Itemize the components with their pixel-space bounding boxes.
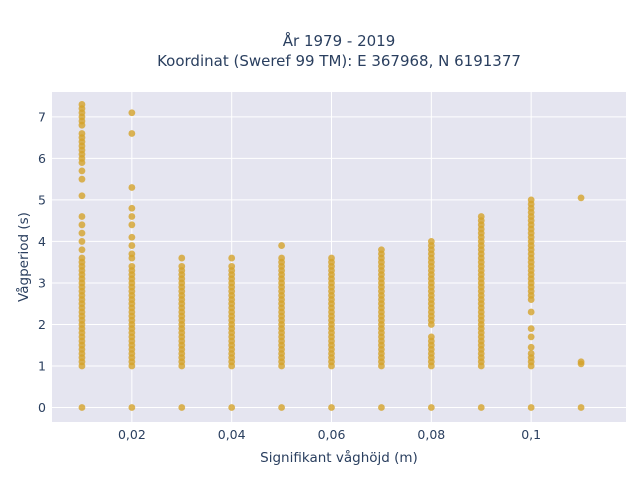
data-point xyxy=(527,196,535,204)
data-point xyxy=(178,404,186,411)
y-tick-label: 1 xyxy=(38,358,46,373)
data-points xyxy=(78,101,585,411)
y-tick-label: 7 xyxy=(38,109,46,124)
data-point xyxy=(527,325,535,333)
data-point xyxy=(278,404,285,411)
data-point xyxy=(128,130,136,137)
axis-ticks: 0,02 0,04 0,06 0,08 0,1 0 1 2 3 4 5 6 7 xyxy=(38,109,541,442)
data-point xyxy=(78,221,86,229)
y-tick-label: 5 xyxy=(38,192,46,207)
data-point xyxy=(527,308,535,316)
data-point xyxy=(128,233,136,241)
data-point xyxy=(128,213,136,220)
data-point xyxy=(228,254,236,262)
chart-title-line-2: Koordinat (Sweref 99 TM): E 367968, N 61… xyxy=(157,52,521,70)
data-point xyxy=(128,262,136,270)
data-point xyxy=(178,254,186,262)
x-axis-title: Signifikant våghöjd (m) xyxy=(260,449,418,466)
data-point xyxy=(378,246,385,254)
data-point xyxy=(378,404,385,411)
data-point xyxy=(228,262,236,270)
y-axis-title: Vågperiod (s) xyxy=(15,212,32,302)
data-point xyxy=(128,184,136,191)
data-point xyxy=(427,404,435,411)
data-point xyxy=(427,238,435,245)
data-point xyxy=(78,175,86,183)
y-tick-label: 2 xyxy=(38,317,46,332)
x-tick-label: 0,1 xyxy=(521,427,541,442)
data-point xyxy=(477,404,485,411)
data-point xyxy=(128,221,136,229)
data-point xyxy=(577,358,585,366)
data-point xyxy=(128,109,136,117)
data-point xyxy=(527,350,535,357)
data-point xyxy=(527,343,535,351)
data-point xyxy=(577,404,585,411)
y-tick-label: 3 xyxy=(38,275,46,290)
data-point xyxy=(527,333,535,341)
data-point xyxy=(527,404,535,411)
data-point xyxy=(328,254,335,262)
data-point xyxy=(178,262,186,270)
data-point xyxy=(128,404,136,411)
data-point xyxy=(128,250,136,258)
data-point xyxy=(78,192,86,200)
data-point xyxy=(228,404,236,411)
plot-area xyxy=(52,92,626,422)
data-point xyxy=(577,194,585,202)
x-tick-label: 0,06 xyxy=(318,427,346,442)
x-tick-label: 0,08 xyxy=(417,427,445,442)
data-point xyxy=(78,229,86,237)
data-point xyxy=(78,246,86,254)
x-tick-label: 0,02 xyxy=(118,427,146,442)
data-point xyxy=(477,213,485,220)
data-point xyxy=(78,167,86,175)
data-point xyxy=(128,204,136,212)
chart-title-line-1: År 1979 - 2019 xyxy=(283,31,396,50)
data-point xyxy=(328,404,335,411)
y-tick-label: 6 xyxy=(38,151,46,166)
data-point xyxy=(78,213,86,220)
data-point xyxy=(427,333,435,341)
x-tick-label: 0,04 xyxy=(218,427,246,442)
data-point xyxy=(278,242,285,249)
data-point xyxy=(78,404,86,411)
data-point xyxy=(78,254,86,262)
data-point xyxy=(78,238,86,245)
data-point xyxy=(78,130,86,137)
data-point xyxy=(278,254,285,262)
data-point xyxy=(128,242,136,249)
data-point xyxy=(78,101,86,108)
y-tick-label: 0 xyxy=(38,400,46,415)
y-tick-label: 4 xyxy=(38,234,46,249)
